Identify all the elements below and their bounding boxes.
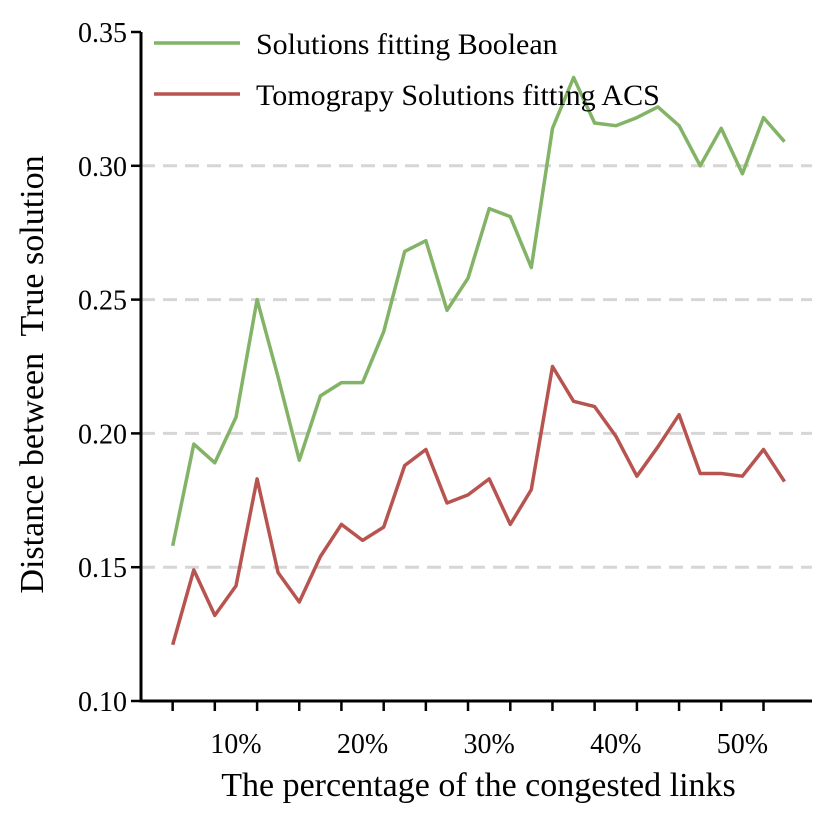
x-axis-ticks: 10% 20% 30% 40% 50% bbox=[171, 701, 768, 760]
legend: Solutions fitting Boolean Tomograpy Solut… bbox=[154, 28, 660, 112]
series-line-2 bbox=[171, 364, 786, 646]
y-axis-ticks: 0.10 0.15 0.20 0.25 0.30 0.35 bbox=[78, 18, 141, 718]
x-tick-label: 30% bbox=[463, 729, 514, 760]
y-tick-label: 0.25 bbox=[78, 286, 127, 317]
y-tick-label: 0.35 bbox=[78, 18, 127, 49]
legend-label-2: Tomograpy Solutions fitting ACS bbox=[256, 79, 660, 112]
y-axis-title: Distance between True solution bbox=[14, 155, 51, 593]
y-tick-label: 0.10 bbox=[78, 687, 127, 718]
y-tick-label: 0.30 bbox=[78, 152, 127, 183]
legend-label-1: Solutions fitting Boolean bbox=[256, 28, 558, 61]
y-tick-label: 0.15 bbox=[78, 553, 127, 584]
x-tick-label: 10% bbox=[210, 729, 261, 760]
gridlines bbox=[141, 164, 812, 569]
series-line-1 bbox=[170, 75, 786, 547]
y-tick-label: 0.20 bbox=[78, 419, 127, 450]
x-tick-label: 40% bbox=[590, 729, 641, 760]
series-lines bbox=[170, 75, 786, 646]
x-tick-label: 50% bbox=[717, 729, 768, 760]
x-axis-title: The percentage of the congested links bbox=[221, 767, 736, 804]
x-tick-label: 20% bbox=[337, 729, 388, 760]
